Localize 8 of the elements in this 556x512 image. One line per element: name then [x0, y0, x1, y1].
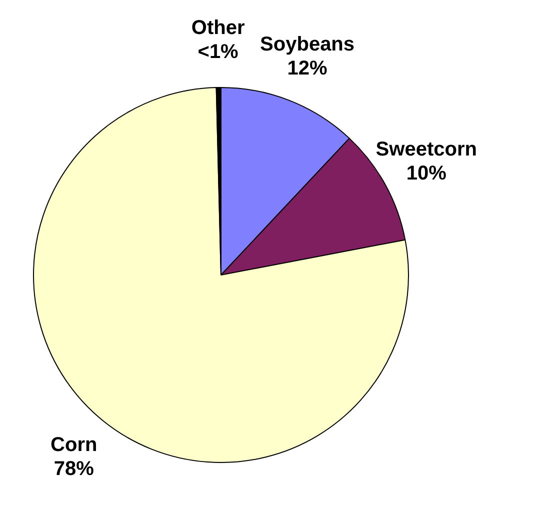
data-label: 12%	[287, 58, 328, 80]
slice-label: Soybeans	[260, 34, 355, 56]
data-label: 10%	[406, 162, 447, 185]
data-label: 78%	[54, 458, 94, 480]
data-label: <1%	[198, 41, 239, 64]
slice-label: Corn	[50, 434, 98, 456]
slice-label: Other	[191, 17, 245, 40]
slice-label: Sweetcorn	[376, 138, 477, 161]
